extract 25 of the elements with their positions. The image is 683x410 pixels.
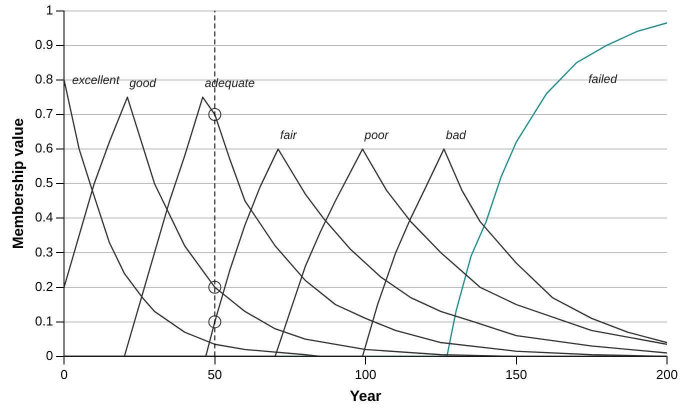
series-label: poor [364, 128, 390, 142]
series-label: good [129, 76, 156, 90]
series-label: failed [588, 72, 618, 86]
x-tick-label: 0 [60, 366, 68, 382]
y-axis-title: Membership value [10, 118, 28, 250]
y-tick-label: 0.5 [34, 175, 54, 190]
y-tick-label: 0.9 [34, 36, 54, 52]
series-label: excellent [72, 72, 120, 87]
series-label: bad [446, 128, 466, 142]
x-tick-label: 150 [505, 366, 528, 382]
y-tick-label: 0.1 [34, 313, 54, 328]
x-tick-label: 100 [354, 366, 376, 382]
y-tick-label: 0.2 [34, 278, 54, 294]
x-tick-label: 200 [656, 366, 678, 382]
series-label: adequate [204, 76, 256, 90]
y-tick-label: 0.6 [34, 140, 54, 156]
y-tick-label: 0.4 [34, 210, 54, 225]
y-tick-label: 0.8 [34, 72, 54, 86]
series-label: fair [280, 128, 298, 142]
y-tick-label: 0.3 [34, 244, 54, 260]
x-tick-label: 50 [208, 366, 222, 382]
y-tick-label: 0 [46, 348, 54, 363]
y-tick-label: 1 [46, 2, 54, 18]
y-tick-label: 0.7 [34, 106, 54, 122]
x-axis-title: Year [350, 388, 382, 406]
